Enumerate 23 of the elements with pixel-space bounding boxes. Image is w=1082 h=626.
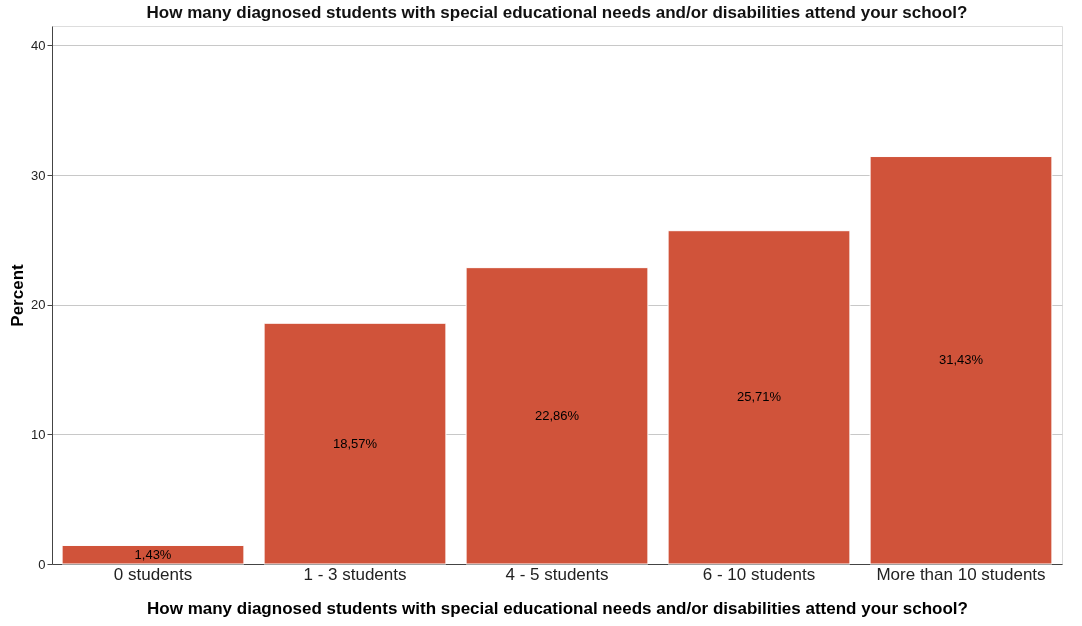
x-tick-label: 4 - 5 students (505, 564, 609, 584)
y-axis-title: Percent (8, 263, 28, 327)
bar (667, 230, 851, 565)
x-tick-label: 6 - 10 students (702, 564, 816, 584)
x-tick-label: More than 10 students (876, 564, 1046, 584)
x-tick-label: 0 students (113, 564, 193, 584)
y-tick-label: 10 (31, 426, 46, 442)
y-tick-label: 30 (31, 167, 46, 183)
data-label: 22,86% (534, 407, 580, 423)
bar (61, 544, 245, 565)
x-axis-title: How many diagnosed students with special educational needs and/or disabilities attend your school? (147, 598, 968, 618)
data-label: 1,43% (134, 546, 172, 562)
data-label: 25,71% (736, 389, 782, 405)
y-tick-label: 0 (38, 556, 46, 572)
bar (263, 322, 447, 565)
data-label: 31,43% (938, 352, 984, 368)
data-label: 18,57% (332, 435, 378, 451)
chart-title: How many diagnosed students with special educational needs and/or disabilities attend your school? (146, 3, 968, 22)
y-tick-label: 40 (31, 37, 46, 53)
bar (465, 267, 649, 565)
x-tick-label: 1 - 3 students (303, 564, 407, 584)
y-tick-label: 20 (31, 297, 46, 313)
bar (869, 156, 1053, 565)
